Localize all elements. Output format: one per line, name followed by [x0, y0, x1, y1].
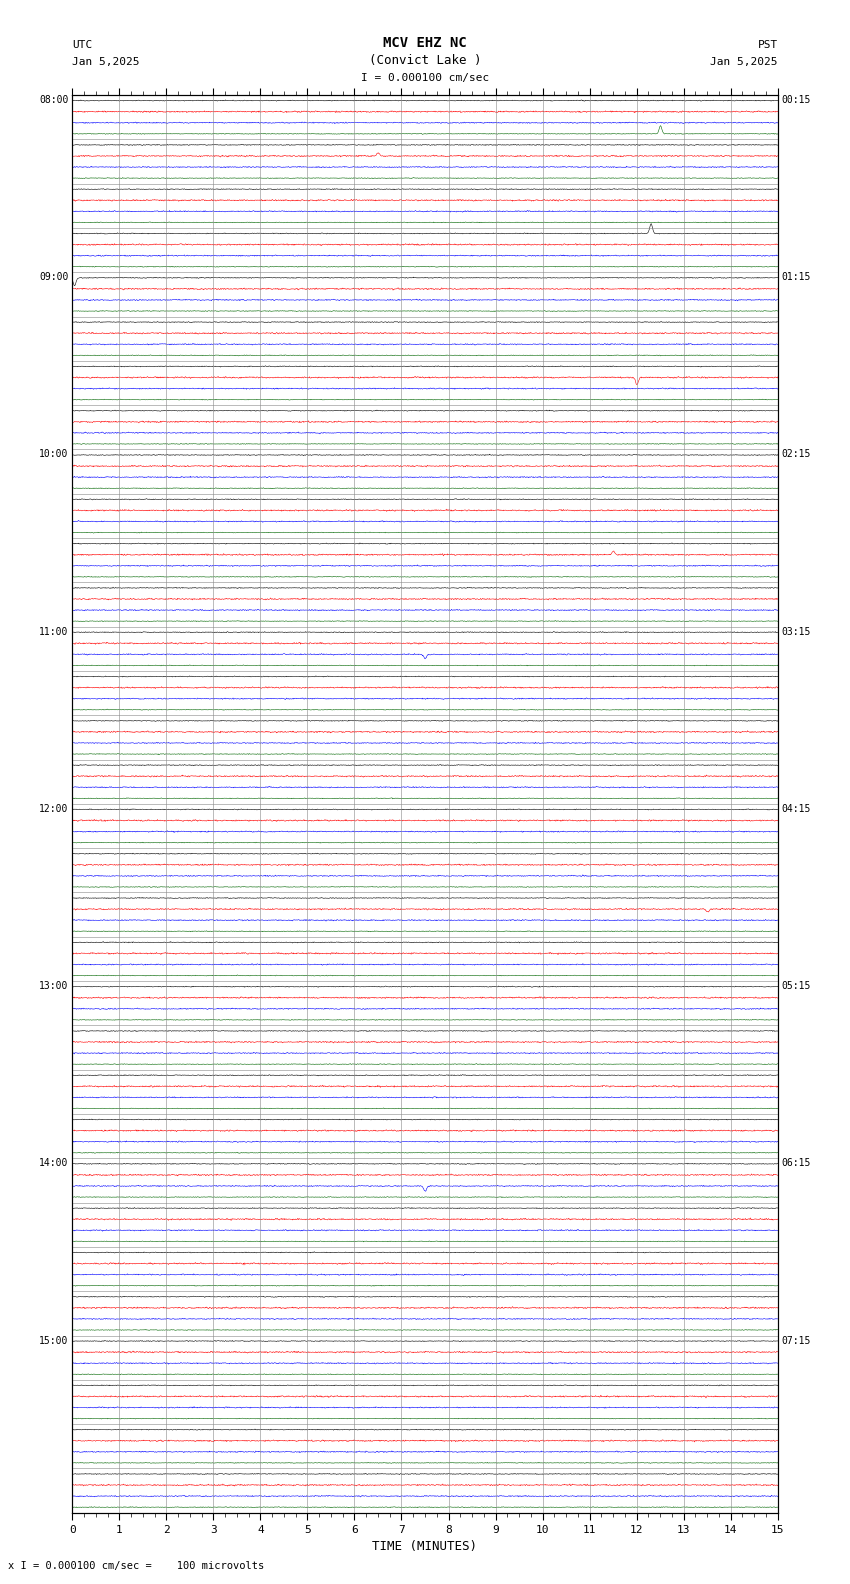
Text: 15:00: 15:00 — [39, 1335, 69, 1345]
Text: Jan 5,2025: Jan 5,2025 — [72, 57, 139, 67]
Text: x I = 0.000100 cm/sec =    100 microvolts: x I = 0.000100 cm/sec = 100 microvolts — [8, 1562, 264, 1571]
Text: 04:15: 04:15 — [781, 803, 811, 814]
Text: MCV EHZ NC: MCV EHZ NC — [383, 36, 467, 49]
Text: 01:15: 01:15 — [781, 272, 811, 282]
Text: 10:00: 10:00 — [39, 450, 69, 459]
Text: 11:00: 11:00 — [39, 627, 69, 637]
Text: PST: PST — [757, 40, 778, 49]
Text: 12:00: 12:00 — [39, 803, 69, 814]
X-axis label: TIME (MINUTES): TIME (MINUTES) — [372, 1540, 478, 1552]
Text: 09:00: 09:00 — [39, 272, 69, 282]
Text: (Convict Lake ): (Convict Lake ) — [369, 54, 481, 67]
Text: 13:00: 13:00 — [39, 980, 69, 992]
Text: 00:15: 00:15 — [781, 95, 811, 105]
Text: I = 0.000100 cm/sec: I = 0.000100 cm/sec — [361, 73, 489, 82]
Text: 07:15: 07:15 — [781, 1335, 811, 1345]
Text: UTC: UTC — [72, 40, 93, 49]
Text: 08:00: 08:00 — [39, 95, 69, 105]
Text: 03:15: 03:15 — [781, 627, 811, 637]
Text: 06:15: 06:15 — [781, 1158, 811, 1169]
Text: 05:15: 05:15 — [781, 980, 811, 992]
Text: 02:15: 02:15 — [781, 450, 811, 459]
Text: 14:00: 14:00 — [39, 1158, 69, 1169]
Text: Jan 5,2025: Jan 5,2025 — [711, 57, 778, 67]
